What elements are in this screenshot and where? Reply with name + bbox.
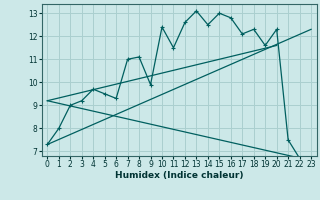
X-axis label: Humidex (Indice chaleur): Humidex (Indice chaleur) — [115, 171, 244, 180]
